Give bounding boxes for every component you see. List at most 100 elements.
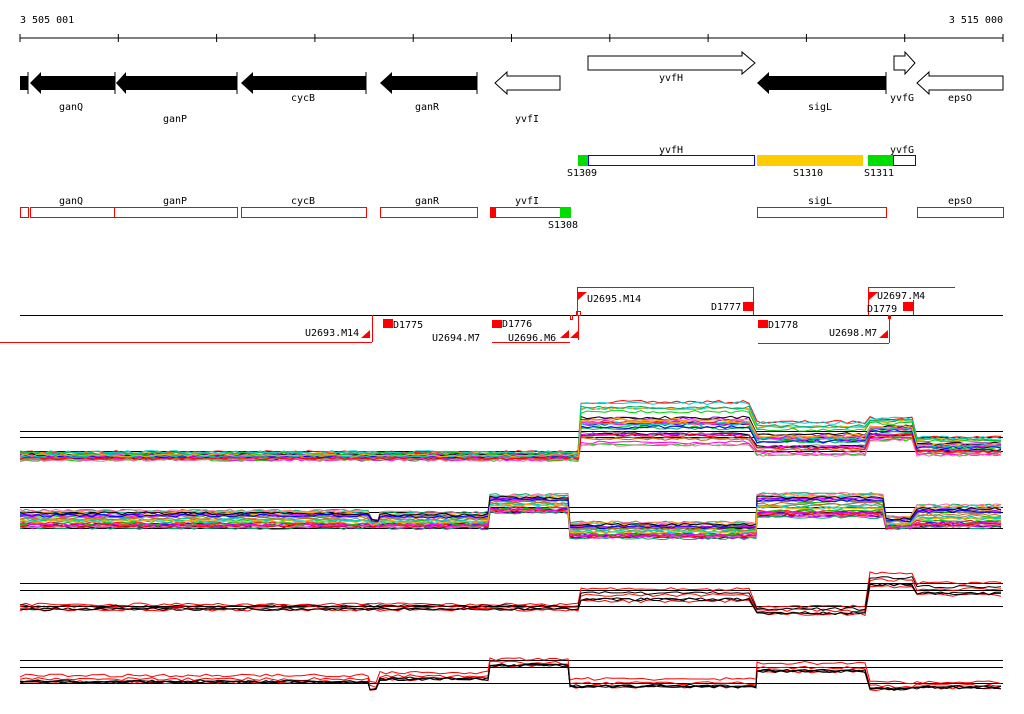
gene-ganP[interactable]: [116, 72, 237, 94]
tu-label: U2694.M7: [432, 333, 480, 344]
gene-yvfH[interactable]: [587, 50, 756, 76]
feature-sigL[interactable]: [757, 207, 887, 218]
gene-ganR[interactable]: [380, 72, 477, 94]
site-label: D1778: [768, 320, 798, 331]
site-D1778[interactable]: [758, 320, 768, 328]
feature-label: yvfI: [515, 196, 539, 207]
expression-profile: [19, 571, 1002, 609]
segment-S1310[interactable]: [757, 155, 863, 166]
site-label: D1776: [502, 319, 532, 330]
terminator-icon: [560, 330, 569, 338]
gene-cycB[interactable]: [241, 72, 366, 94]
feature-label: epsO: [948, 196, 972, 207]
gene-yvfI[interactable]: [494, 70, 561, 96]
feature-epsO[interactable]: [917, 207, 1004, 218]
expression-profile: [19, 582, 1002, 616]
expression-profile: [19, 507, 1002, 538]
promoter-icon: [578, 292, 587, 300]
site-D1779[interactable]: [903, 302, 913, 311]
expression-profile: [19, 497, 1002, 529]
site-label: D1779: [867, 304, 897, 315]
gene-label: cycB: [291, 93, 315, 104]
gene-label: ganQ: [59, 102, 83, 113]
site-D1776[interactable]: [492, 320, 502, 328]
gene-epsO[interactable]: [916, 70, 1004, 96]
tu-label: U2698.M7: [829, 328, 877, 339]
gene-label: epsO: [948, 93, 972, 104]
feature-cycB[interactable]: [241, 207, 367, 218]
minus-strand-track: [20, 207, 1004, 218]
gene-label: yvfG: [890, 93, 914, 104]
expression-profile: [19, 493, 1002, 526]
gene-sigL[interactable]: [757, 72, 886, 94]
expression-profile: [19, 657, 1002, 685]
expression-panels: [19, 399, 1003, 692]
tu-label: U2693.M14: [305, 328, 359, 339]
expression-profile: [19, 438, 1002, 462]
feature-label: ganQ: [59, 196, 83, 207]
plus-strand-track: yvfH yvfG S1309 S1310 S1311: [567, 145, 916, 179]
tu-label: U2696.M6: [508, 333, 556, 344]
gene-label: yvfI: [515, 114, 539, 125]
feature-label: ganR: [415, 196, 440, 207]
segment-label: S1309: [567, 168, 597, 179]
ruler-start-label: 3 505 001: [20, 15, 74, 26]
gene-label: ganP: [163, 114, 187, 125]
segment-label: S1311: [864, 168, 894, 179]
feature-ganR[interactable]: [380, 207, 478, 218]
feature-yvfH[interactable]: [588, 155, 755, 166]
expression-profile: [19, 401, 1002, 455]
promoter-icon: [869, 292, 878, 300]
segment-label: S1310: [793, 168, 823, 179]
expression-profile: [19, 510, 1002, 541]
terminator-icon: [879, 330, 888, 338]
expression-profile: [19, 662, 1002, 691]
feature-label: yvfH: [659, 145, 683, 156]
expression-panel-3: [19, 571, 1003, 617]
ruler: 3 505 001 3 515 000: [19, 15, 1004, 42]
transcription-track: U2693.M14 D1775 U2695.M14 D1776 U2694.M7…: [0, 287, 1003, 344]
feature-ganP[interactable]: [114, 207, 238, 218]
tu-label: U2697.M4: [877, 291, 925, 302]
segment-label: S1308: [548, 220, 578, 231]
expression-profile: [20, 495, 1002, 527]
site-label: D1777: [711, 302, 741, 313]
expression-profile: [19, 576, 1002, 612]
gene-label: sigL: [808, 102, 832, 113]
gene-ganQ[interactable]: [30, 72, 115, 94]
minus-strand-labels: ganQ ganP cycB ganR yvfI sigL epsO S1308: [59, 196, 972, 231]
feature-label: ganP: [163, 196, 187, 207]
expression-panel-4: [19, 657, 1003, 692]
feature-label: cycB: [291, 196, 315, 207]
ruler-end-label: 3 515 000: [949, 15, 1003, 26]
expression-profile: [19, 578, 1002, 613]
segment-S1308[interactable]: [560, 207, 571, 218]
site-D1777[interactable]: [743, 302, 753, 311]
terminator-icon: [570, 330, 579, 338]
expression-profile: [19, 409, 1002, 456]
expression-profile: [19, 503, 1002, 534]
feature-yvfI[interactable]: [490, 207, 561, 218]
segment-S1311[interactable]: [868, 155, 893, 166]
terminator-icon: [361, 330, 370, 338]
expression-panel-1: [19, 399, 1003, 462]
expression-profile: [19, 498, 1002, 530]
site-D1775[interactable]: [383, 319, 393, 328]
gene-track: ganQ ganP cycB ganR yvfI yvfH sigL yvfG …: [20, 50, 1004, 125]
gene-label: yvfH: [659, 73, 683, 84]
expression-profile: [19, 663, 1002, 692]
feature-ganQ[interactable]: [30, 207, 115, 218]
tu-label: U2695.M14: [587, 294, 641, 305]
feature-yvfG[interactable]: [893, 155, 916, 166]
feature-label: sigL: [808, 196, 832, 207]
expression-profile: [19, 660, 1002, 689]
expression-profile: [19, 491, 1002, 525]
feature-label: yvfG: [890, 145, 914, 156]
segment-S1309[interactable]: [578, 155, 588, 166]
expression-profile: [19, 418, 1002, 458]
expression-panel-2: [19, 491, 1003, 541]
expression-profile: [19, 433, 1002, 461]
site-label: D1775: [393, 320, 423, 331]
gene-yvfG[interactable]: [893, 50, 916, 76]
